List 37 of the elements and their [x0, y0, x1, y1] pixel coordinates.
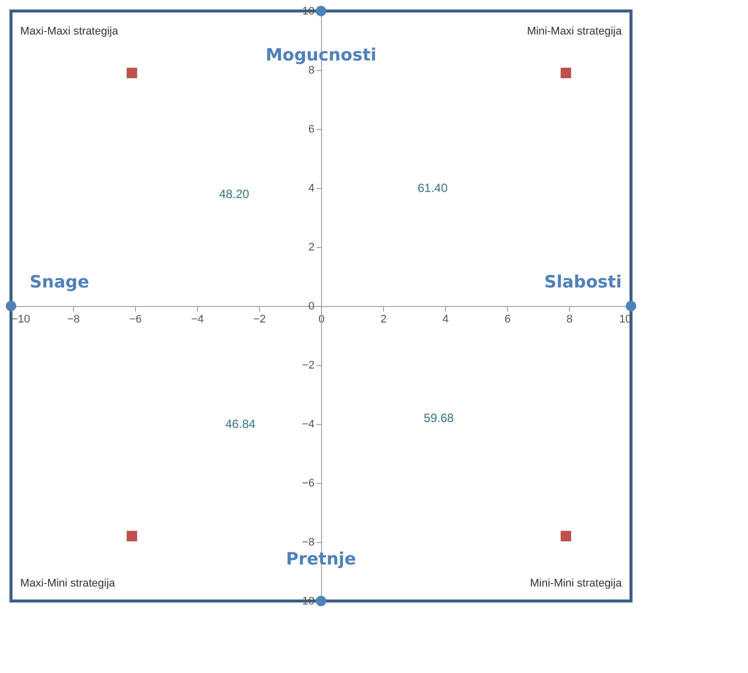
annotation: Mini-Mini strategija — [530, 577, 623, 590]
point — [560, 68, 572, 78]
point — [560, 530, 572, 542]
annotation: Mogucnosti — [266, 45, 376, 66]
point — [6, 300, 16, 312]
y-tick-label: −6 — [302, 478, 314, 490]
annotation: 46.84 — [225, 417, 256, 431]
annotation: Pretnje — [286, 550, 356, 570]
y-tick-label: −2 — [302, 360, 314, 372]
y-tick-label: 4 — [308, 182, 314, 194]
annotation: Mini-Maxi strategija — [526, 26, 623, 38]
y-tick-label: 6 — [308, 124, 314, 136]
annotation: 59.68 — [424, 411, 454, 426]
annotation: 61.40 — [418, 181, 448, 195]
y-tick-label: 8 — [308, 64, 314, 76]
y-tick-label: 0 — [308, 300, 314, 312]
x-tick-label: −8 — [67, 314, 80, 326]
point — [316, 596, 326, 606]
annotation: Snage — [30, 272, 90, 292]
annotation: 48.20 — [219, 186, 250, 201]
x-tick-label: 6 — [504, 314, 511, 326]
point — [126, 530, 138, 542]
x-tick-label: −4 — [191, 314, 204, 326]
annotation: Maxi-Maxi strategija — [20, 26, 119, 38]
annotation: Slabosti — [544, 272, 622, 292]
x-tick-label: −2 — [253, 314, 266, 326]
y-tick-label: 2 — [308, 242, 314, 254]
point — [626, 300, 636, 312]
y-tick-label: −4 — [302, 418, 314, 430]
point — [316, 6, 326, 16]
x-tick-label: 2 — [380, 314, 387, 326]
x-tick-label: 4 — [442, 314, 449, 326]
annotation: Maxi-Mini strategija — [20, 577, 116, 590]
y-tick-label: −8 — [302, 536, 314, 548]
point — [126, 68, 138, 78]
x-tick-label: −6 — [129, 314, 142, 326]
x-tick-label: 8 — [566, 314, 573, 326]
